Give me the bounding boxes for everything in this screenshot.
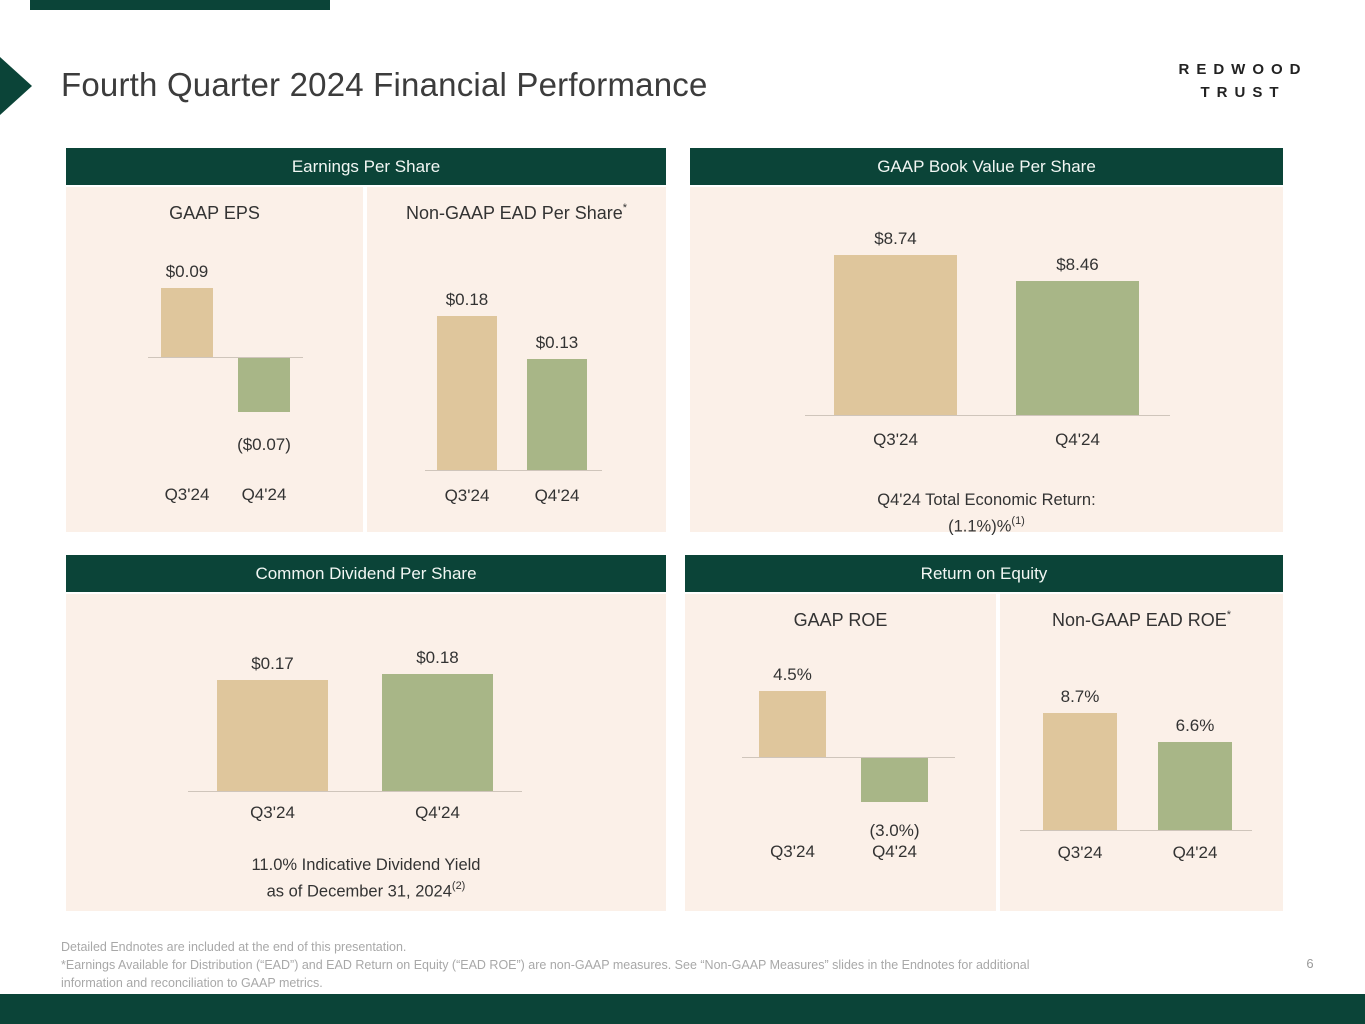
category-label: Q4'24 [415,803,460,822]
common-dividend-chart: 11.0% Indicative Dividend Yield as of De… [66,594,666,911]
gaap-book-value-chart: Q4'24 Total Economic Return: (1.1%)%(1) … [690,187,1283,536]
chart-title-gaap-roe: GAAP ROE [685,610,996,631]
total-economic-return-note-line1: Q4'24 Total Economic Return: [690,490,1283,511]
footnotes: Detailed Endnotes are included at the en… [61,938,1251,992]
panel-return-on-equity: Return on Equity GAAP ROE 4.5% Q3'24 (3.0%… [685,555,1283,911]
non-gaap-ead-roe-chart: Non-GAAP EAD ROE* 8.7% Q3'24 6.6% Q4'24 [1000,594,1283,911]
bar-q3-24 [161,288,213,357]
subpanel-divider [996,594,1000,911]
bar-q3-24 [759,691,826,757]
panel-header-earnings-per-share: Earnings Per Share [66,148,666,187]
chart-title-text: GAAP ROE [793,610,888,630]
category-label: Q4'24 [1172,843,1218,862]
chart-title-text: Non-GAAP EAD ROE [1051,610,1227,630]
bottom-accent-bar [0,994,1365,1024]
panel-header-return-on-equity: Return on Equity [685,555,1283,594]
subpanel-divider [363,187,367,532]
top-accent-bar [30,0,330,10]
bar-q3-24 [834,255,957,415]
category-label: Q3'24 [1057,843,1103,862]
value-label: $0.09 [165,262,209,281]
bar-q4-24 [382,674,493,791]
non-gaap-ead-per-share-chart: Non-GAAP EAD Per Share* $0.18 Q3'24 $0.13 Q… [367,187,666,532]
gaap-eps-chart: GAAP EPS $0.09 Q3'24 ($0.07) Q4'24 [66,187,363,532]
value-label: 4.5% [773,665,812,684]
page-number: 6 [1306,956,1314,971]
panel-header-gaap-book-value: GAAP Book Value Per Share [690,148,1283,187]
dividend-yield-note-line1: 11.0% Indicative Dividend Yield [66,855,666,876]
panel-gaap-book-value-per-share: GAAP Book Value Per Share Q4'24 Total Ec… [690,148,1283,536]
chart-title-superscript: * [622,202,628,214]
category-label: Q4'24 [241,485,287,504]
bar-q4-24 [527,359,587,470]
panel-common-dividend-per-share: Common Dividend Per Share 11.0% Indicati… [66,555,666,911]
logo-line-redwood: REDWOOD [1178,61,1308,78]
bar-q3-24 [437,316,497,470]
axis-line [1020,830,1252,831]
total-economic-return-note-line2: (1.1%)%(1) [690,512,1283,538]
value-label: 6.6% [1175,716,1215,735]
axis-line [188,791,522,792]
value-label: $8.46 [1056,255,1099,274]
title-chevron-icon [0,57,32,115]
chart-title-text: Non-GAAP EAD Per Share [405,203,623,223]
axis-line [742,757,955,758]
footnote-line: *Earnings Available for Distribution (“E… [61,958,1030,972]
note-superscript: (1) [1011,515,1025,527]
logo-line-trust: TRUST [1200,84,1286,101]
category-label: Q3'24 [164,485,210,504]
panel-earnings-per-share: Earnings Per Share GAAP EPS $0.09 Q3'24 ($… [66,148,666,532]
category-label: Q4'24 [1055,430,1100,449]
category-label: Q3'24 [250,803,295,822]
chart-title-non-gaap-ead-roe: Non-GAAP EAD ROE* [1000,609,1283,631]
value-label: $0.18 [445,290,489,309]
category-label: Q4'24 [534,486,580,505]
page-title: Fourth Quarter 2024 Financial Performanc… [61,66,708,103]
category-label: Q3'24 [770,842,815,861]
category-label: Q3'24 [873,430,918,449]
bar-q4-24 [861,758,928,802]
dividend-yield-note-line2: as of December 31, 2024(2) [66,877,666,903]
bar-q4-24 [1016,281,1139,415]
chart-title-gaap-eps: GAAP EPS [66,203,363,224]
bar-q4-24 [1158,742,1232,830]
axis-line [805,415,1170,416]
note-superscript: (2) [451,880,466,892]
value-label: $8.74 [874,229,917,248]
value-label: 8.7% [1060,687,1100,706]
chart-title-non-gaap-ead-per-share: Non-GAAP EAD Per Share* [367,202,666,224]
value-label: (3.0%) [869,821,920,840]
chart-title-superscript: * [1226,609,1231,621]
footnote-line: Detailed Endnotes are included at the en… [61,940,407,954]
value-label: $0.18 [416,648,459,667]
value-label: $0.17 [251,654,294,673]
bar-q3-24 [1043,713,1117,830]
note-text: (1.1%)% [948,517,1012,536]
note-text: as of December 31, 2024 [266,882,452,901]
value-label: ($0.07) [237,435,291,454]
redwood-trust-logo: REDWOOD TRUST [1168,62,1318,101]
bar-q3-24 [217,680,328,791]
category-label: Q3'24 [444,486,490,505]
panel-header-common-dividend: Common Dividend Per Share [66,555,666,594]
chart-title-text: GAAP EPS [169,203,260,223]
gaap-roe-chart: GAAP ROE 4.5% Q3'24 (3.0%) Q4'24 [685,594,996,911]
bar-q4-24 [238,358,290,412]
footnote-line: information and reconciliation to GAAP m… [61,976,323,990]
category-label: Q4'24 [872,842,917,861]
axis-line [425,470,602,471]
note-text: Q4'24 Total Economic Return: [877,491,1096,509]
note-text: 11.0% Indicative Dividend Yield [251,856,481,874]
axis-line [148,357,303,358]
value-label: $0.13 [535,333,579,352]
